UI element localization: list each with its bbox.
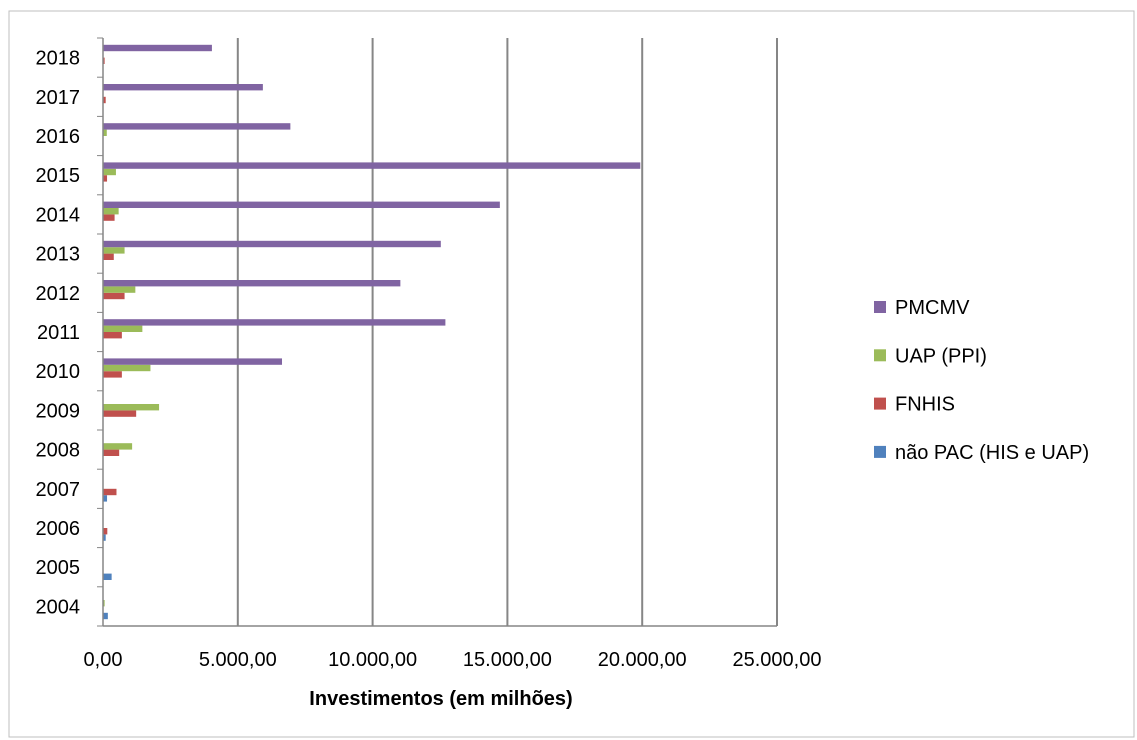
bar bbox=[103, 488, 117, 496]
y-tick-label: 2015 bbox=[36, 165, 81, 187]
x-tick-label: 25.000,00 bbox=[733, 649, 822, 671]
bar bbox=[103, 286, 136, 293]
bar bbox=[103, 96, 106, 104]
x-tick-label: 10.000,00 bbox=[328, 649, 417, 671]
y-tick-labels: 2004 2005 2006 2007 2008 2009 2010 2011 2012 2013… bbox=[36, 48, 81, 619]
bar bbox=[103, 410, 137, 417]
bar bbox=[103, 371, 122, 378]
bar bbox=[103, 240, 441, 248]
x-tick-label: 5.000,00 bbox=[199, 649, 277, 671]
y-tick-label: 2016 bbox=[36, 126, 81, 148]
legend-swatch bbox=[874, 397, 886, 410]
bar bbox=[103, 247, 125, 254]
y-tick-label: 2013 bbox=[36, 244, 81, 266]
y-tick-label: 2012 bbox=[36, 283, 81, 305]
x-tick-label: 15.000,00 bbox=[463, 649, 552, 671]
bar bbox=[103, 201, 500, 208]
bar bbox=[103, 443, 133, 450]
legend-label: FNHIS bbox=[895, 394, 955, 416]
y-tick-label: 2018 bbox=[36, 48, 81, 70]
bar bbox=[103, 364, 151, 372]
y-tick-label: 2004 bbox=[36, 596, 81, 618]
bar bbox=[103, 600, 105, 607]
bar bbox=[103, 449, 120, 456]
bar bbox=[103, 280, 401, 287]
bar bbox=[103, 528, 108, 535]
bar bbox=[103, 168, 116, 176]
bar bbox=[103, 253, 114, 260]
legend-swatch bbox=[874, 445, 886, 458]
legend: PMCMV UAP (PPI) FNHIS não PAC (HIS e UAP) bbox=[874, 297, 1089, 464]
y-tick-label: 2009 bbox=[36, 400, 81, 422]
bar bbox=[103, 573, 112, 580]
y-tick-label: 2017 bbox=[36, 87, 81, 109]
x-tick-label: 20.000,00 bbox=[598, 649, 687, 671]
bar bbox=[103, 208, 119, 215]
legend-swatch bbox=[874, 301, 886, 313]
legend-label: PMCMV bbox=[895, 297, 970, 319]
bar bbox=[103, 358, 283, 365]
bar bbox=[103, 57, 105, 64]
legend-swatch bbox=[874, 349, 886, 362]
bar bbox=[103, 162, 641, 169]
y-tick-label: 2011 bbox=[37, 322, 80, 344]
bar bbox=[103, 123, 291, 130]
bar bbox=[103, 404, 160, 411]
bar bbox=[103, 129, 107, 136]
y-tick-label: 2005 bbox=[36, 557, 81, 579]
bar bbox=[103, 534, 106, 541]
x-tick-label: 0,00 bbox=[84, 649, 123, 671]
bar bbox=[103, 44, 212, 52]
gridlines bbox=[236, 38, 778, 626]
bars bbox=[103, 44, 641, 620]
bar bbox=[103, 495, 108, 502]
bar bbox=[103, 325, 143, 332]
x-tick-labels: 0,00 5.000,00 10.000,00 15.000,00 20.000,00 2… bbox=[84, 649, 822, 671]
y-tick-label: 2014 bbox=[36, 204, 81, 226]
y-tick-label: 2007 bbox=[36, 479, 81, 501]
bar bbox=[103, 214, 115, 221]
bar bbox=[103, 84, 263, 91]
bar bbox=[103, 319, 446, 326]
x-axis-title: Investimentos (em milhões) bbox=[309, 688, 572, 710]
axes bbox=[97, 37, 777, 627]
bar bbox=[103, 332, 122, 339]
legend-label: não PAC (HIS e UAP) bbox=[895, 442, 1089, 464]
chart-border bbox=[8, 10, 1135, 738]
legend-label: UAP (PPI) bbox=[895, 345, 987, 367]
bar bbox=[103, 612, 108, 620]
bar bbox=[103, 175, 108, 182]
y-tick-label: 2006 bbox=[36, 518, 81, 540]
bar bbox=[103, 292, 125, 300]
y-tick-label: 2008 bbox=[36, 440, 81, 462]
y-tick-label: 2010 bbox=[36, 361, 81, 383]
